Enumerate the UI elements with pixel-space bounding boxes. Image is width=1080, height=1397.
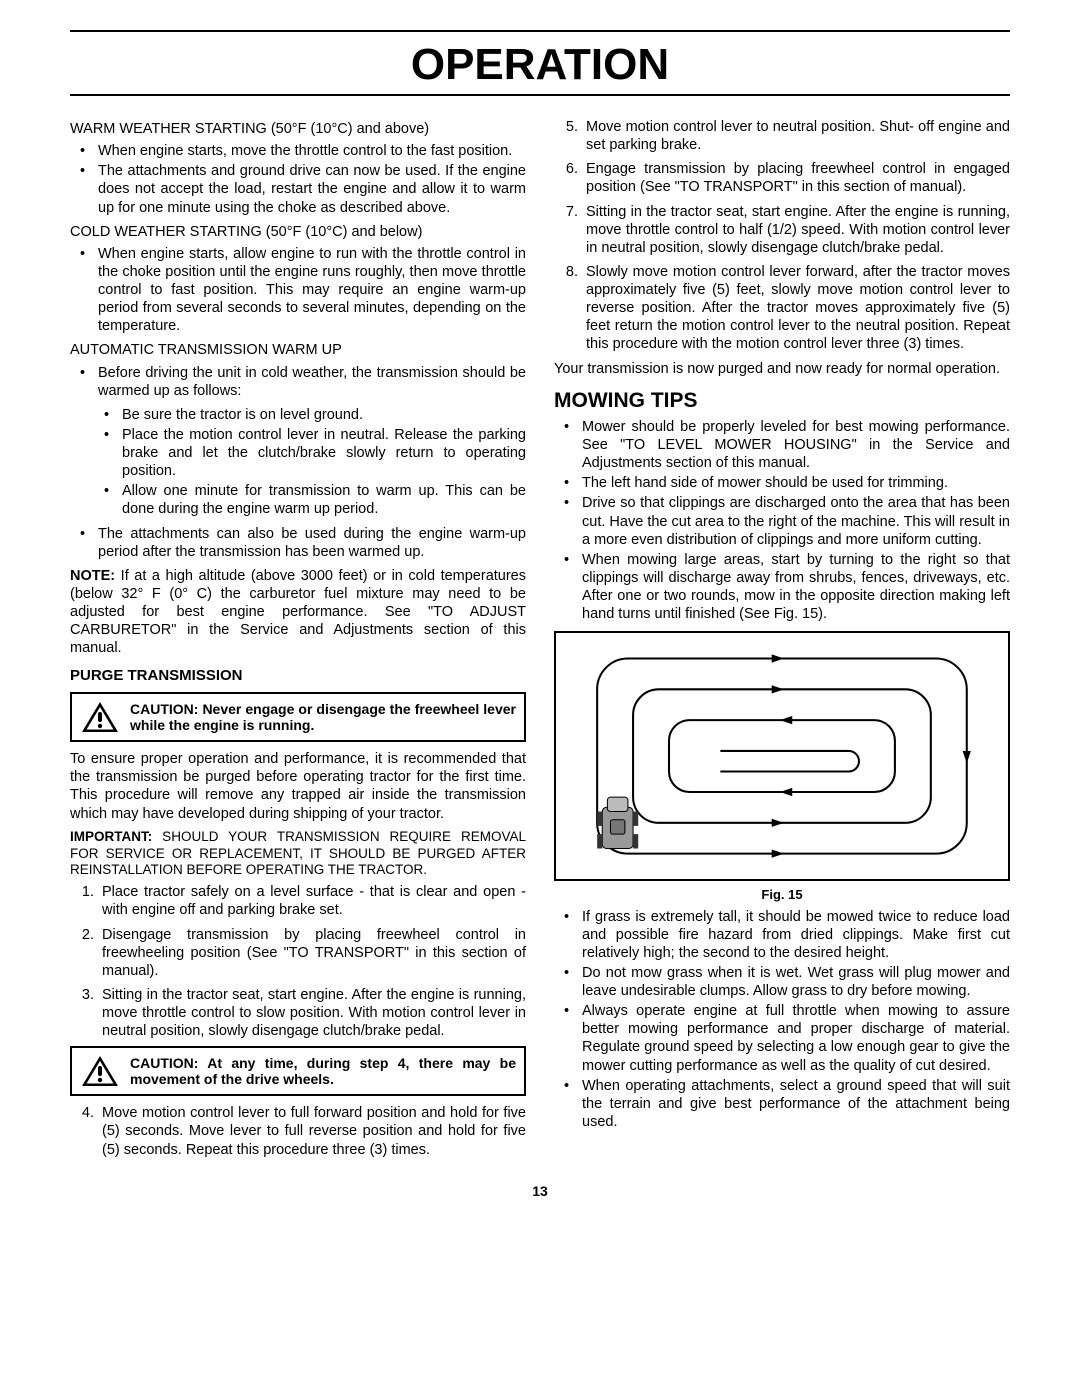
important-note: IMPORTANT: SHOULD YOUR TRANSMISSION REQU…: [70, 829, 526, 880]
caution-text: CAUTION: At any time, during step 4, the…: [130, 1055, 516, 1087]
page-number: 13: [70, 1183, 1010, 1199]
top-rule: [70, 30, 1010, 32]
purge-complete-paragraph: Your transmission is now purged and now …: [554, 360, 1010, 378]
tractor-icon: [597, 797, 638, 848]
mowing-bullets-top: Mower should be properly leveled for bes…: [554, 418, 1010, 623]
warning-triangle-icon: [80, 700, 120, 734]
caution-box-freewheel: CAUTION: Never engage or disengage the f…: [70, 692, 526, 742]
note-body: If at a high altitude (above 3000 feet) …: [70, 568, 526, 657]
list-item: When mowing large areas, start by turnin…: [582, 551, 1010, 624]
fig-15-diagram: [554, 631, 1010, 881]
list-item: If grass is extremely tall, it should be…: [582, 908, 1010, 962]
list-item: Move motion control lever to full forwar…: [98, 1104, 526, 1158]
caution-text: CAUTION: Never engage or disengage the f…: [130, 701, 516, 733]
list-item: The left hand side of mower should be us…: [582, 474, 1010, 492]
auto-trans-sub-bullets: Be sure the tractor is on level ground. …: [70, 406, 526, 519]
auto-trans-out-bullet: The attachments can also be used during …: [70, 525, 526, 561]
list-item: Allow one minute for transmission to war…: [122, 482, 526, 518]
cold-weather-bullets: When engine starts, allow engine to run …: [70, 245, 526, 336]
auto-trans-heading: AUTOMATIC TRANSMISSION WARM UP: [70, 341, 526, 359]
list-item: Engage transmission by placing freewheel…: [582, 160, 1010, 196]
list-item: When engine starts, move the throttle co…: [98, 142, 526, 160]
mowing-pattern-icon: [565, 638, 999, 874]
list-item: Sitting in the tractor seat, start engin…: [582, 203, 1010, 257]
purge-intro-paragraph: To ensure proper operation and performan…: [70, 750, 526, 823]
warm-weather-heading: WARM WEATHER STARTING (50°F (10°C) and a…: [70, 120, 526, 138]
purge-transmission-heading: PURGE TRANSMISSION: [70, 667, 526, 686]
list-item: The attachments can also be used during …: [98, 525, 526, 561]
list-item: Before driving the unit in cold weather,…: [98, 364, 526, 400]
list-item: Place tractor safely on a level surface …: [98, 883, 526, 919]
list-item: Move motion control lever to neutral pos…: [582, 118, 1010, 154]
list-item: Disengage transmission by placing freewh…: [98, 926, 526, 980]
two-column-layout: WARM WEATHER STARTING (50°F (10°C) and a…: [70, 114, 1010, 1165]
list-item: Mower should be properly leveled for bes…: [582, 418, 1010, 472]
cold-weather-heading: COLD WEATHER STARTING (50°F (10°C) and b…: [70, 223, 526, 241]
list-item: The attachments and ground drive can now…: [98, 162, 526, 216]
page-title: OPERATION: [70, 40, 1010, 90]
auto-trans-bullets: Before driving the unit in cold weather,…: [70, 364, 526, 400]
mowing-tips-heading: MOWING TIPS: [554, 388, 1010, 414]
warning-triangle-icon: [80, 1054, 120, 1088]
altitude-note: NOTE: If at a high altitude (above 3000 …: [70, 567, 526, 658]
mowing-bullets-bottom: If grass is extremely tall, it should be…: [554, 908, 1010, 1132]
left-column: WARM WEATHER STARTING (50°F (10°C) and a…: [70, 114, 526, 1165]
right-column: Move motion control lever to neutral pos…: [554, 114, 1010, 1165]
list-item: Drive so that clippings are discharged o…: [582, 494, 1010, 548]
purge-step-4: Move motion control lever to full forwar…: [70, 1104, 526, 1158]
list-item: Sitting in the tractor seat, start engin…: [98, 986, 526, 1040]
list-item: Always operate engine at full throttle w…: [582, 1002, 1010, 1075]
list-item: Place the motion control lever in neutra…: [122, 426, 526, 480]
fig-15-caption: Fig. 15: [554, 887, 1010, 903]
list-item: Slowly move motion control lever forward…: [582, 263, 1010, 354]
purge-steps-5to8: Move motion control lever to neutral pos…: [554, 118, 1010, 354]
warm-weather-bullets: When engine starts, move the throttle co…: [70, 142, 526, 217]
list-item: When operating attachments, select a gro…: [582, 1077, 1010, 1131]
important-lead: IMPORTANT:: [70, 829, 152, 844]
list-item: Do not mow grass when it is wet. Wet gra…: [582, 964, 1010, 1000]
caution-box-drive-wheels: CAUTION: At any time, during step 4, the…: [70, 1046, 526, 1096]
list-item: Be sure the tractor is on level ground.: [122, 406, 526, 424]
purge-steps-1to3: Place tractor safely on a level surface …: [70, 883, 526, 1040]
title-under-rule: [70, 94, 1010, 96]
note-lead: NOTE:: [70, 568, 115, 584]
list-item: When engine starts, allow engine to run …: [98, 245, 526, 336]
